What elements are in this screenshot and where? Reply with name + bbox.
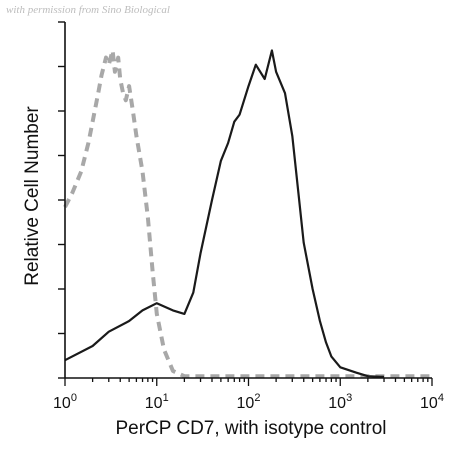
percp-cd7-curve (64, 49, 385, 378)
plot-area (63, 48, 432, 379)
x-tick-label: 102 (237, 392, 261, 412)
x-tick-label: 101 (145, 392, 169, 412)
x-axis-title: PerCP CD7, with isotype control (115, 418, 386, 439)
x-tick-label: 103 (328, 392, 352, 412)
axes (58, 21, 433, 386)
watermark-text: with permission from Sino Biological (6, 4, 170, 16)
y-axis-title: Relative Cell Number (22, 106, 43, 286)
x-tick-label: 100 (53, 392, 77, 412)
x-tick-label: 104 (420, 392, 444, 412)
isotype-control-curve (63, 48, 432, 379)
x-tick-labels: 100 101 102 103 104 (53, 392, 444, 412)
